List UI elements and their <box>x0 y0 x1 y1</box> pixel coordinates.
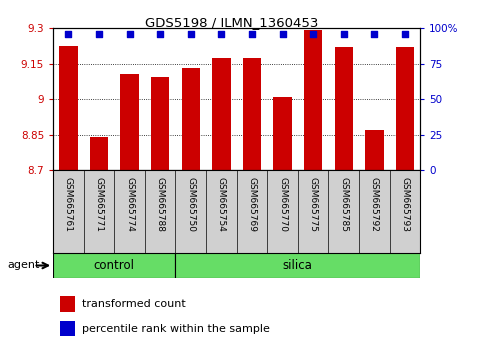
Text: GSM665769: GSM665769 <box>247 177 256 232</box>
Text: GSM665771: GSM665771 <box>95 177 103 232</box>
Point <box>65 31 72 37</box>
Bar <box>335 47 353 170</box>
Point <box>370 31 378 37</box>
Text: GSM665792: GSM665792 <box>370 177 379 232</box>
Point <box>126 31 133 37</box>
Text: GSM665761: GSM665761 <box>64 177 73 232</box>
Text: silica: silica <box>283 259 313 272</box>
Text: GSM665793: GSM665793 <box>400 177 410 232</box>
Text: percentile rank within the sample: percentile rank within the sample <box>83 324 270 333</box>
Bar <box>182 68 200 170</box>
Point <box>279 31 286 37</box>
Bar <box>304 29 322 170</box>
Point <box>156 31 164 37</box>
FancyBboxPatch shape <box>53 253 175 278</box>
Text: GSM665770: GSM665770 <box>278 177 287 232</box>
Point <box>95 31 103 37</box>
Bar <box>60 296 75 312</box>
Text: GSM665785: GSM665785 <box>339 177 348 232</box>
Text: GSM665774: GSM665774 <box>125 177 134 232</box>
Text: control: control <box>94 259 135 272</box>
Point <box>340 31 348 37</box>
Text: GDS5198 / ILMN_1360453: GDS5198 / ILMN_1360453 <box>145 16 318 29</box>
Bar <box>212 58 230 170</box>
Text: GSM665750: GSM665750 <box>186 177 195 232</box>
Bar <box>120 74 139 170</box>
Bar <box>90 137 108 170</box>
FancyBboxPatch shape <box>175 253 420 278</box>
Text: GSM665775: GSM665775 <box>309 177 318 232</box>
Point <box>309 31 317 37</box>
Point <box>217 31 225 37</box>
Bar <box>60 321 75 336</box>
Text: GSM665788: GSM665788 <box>156 177 165 232</box>
Bar <box>273 97 292 170</box>
Point <box>248 31 256 37</box>
Text: transformed count: transformed count <box>83 299 186 309</box>
Bar <box>151 77 170 170</box>
Bar <box>396 47 414 170</box>
Bar <box>243 58 261 170</box>
Point <box>401 31 409 37</box>
Text: agent: agent <box>7 261 40 270</box>
Bar <box>365 130 384 170</box>
Bar <box>59 46 78 170</box>
Point <box>187 31 195 37</box>
Text: GSM665754: GSM665754 <box>217 177 226 232</box>
